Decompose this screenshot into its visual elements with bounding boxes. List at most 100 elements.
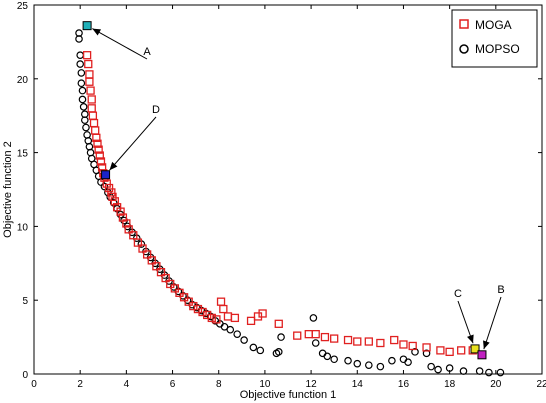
moga-point xyxy=(175,288,184,297)
moga-point xyxy=(129,231,138,240)
mopso-point xyxy=(240,336,248,344)
mopso-point xyxy=(311,339,320,347)
moga-point xyxy=(399,340,408,349)
moga-point xyxy=(133,238,143,247)
moga-point xyxy=(343,335,353,345)
moga-point xyxy=(436,346,445,355)
mopso-point xyxy=(77,79,86,88)
moga-point xyxy=(230,313,240,323)
mopso-point xyxy=(226,325,235,334)
moga-point xyxy=(207,313,216,323)
moga-point xyxy=(95,151,104,160)
y-axis-label: Objective function 2 xyxy=(2,141,14,238)
arrowhead-b xyxy=(483,340,490,350)
moga-point xyxy=(84,59,93,69)
legend: MOGA MOPSO xyxy=(451,9,538,68)
mopso-point xyxy=(233,330,242,338)
moga-point xyxy=(376,338,385,348)
x-tick-label: 8 xyxy=(216,379,222,390)
mopso-point xyxy=(330,355,338,364)
mopso-point xyxy=(220,322,229,331)
x-tick-label: 18 xyxy=(444,379,456,390)
legend-mopso-label: MOPSO xyxy=(475,42,520,56)
moga-point xyxy=(107,188,116,197)
moga-point xyxy=(353,337,362,346)
y-tick-label: 15 xyxy=(17,149,29,160)
moga-point xyxy=(88,111,98,120)
moga-point xyxy=(85,70,94,79)
arrowhead-c xyxy=(467,334,474,344)
legend-mopso-marker xyxy=(459,44,469,54)
moga-point xyxy=(258,309,267,318)
y-tick-label: 0 xyxy=(22,370,28,381)
arrowhead-a xyxy=(92,28,102,36)
mopso-point xyxy=(81,116,89,124)
moga-point xyxy=(91,126,100,135)
moga-point xyxy=(104,183,114,193)
mopso-point xyxy=(353,359,362,368)
data-markers xyxy=(75,21,505,377)
moga-point xyxy=(408,341,417,351)
mopso-point xyxy=(344,356,352,365)
x-tick-label: 10 xyxy=(259,379,271,390)
highlight-point-d xyxy=(101,170,111,180)
highlight-point-b xyxy=(477,350,487,360)
arrow-b xyxy=(483,296,502,350)
mopso-point xyxy=(249,343,258,352)
moga-point xyxy=(92,133,101,142)
mopso-point xyxy=(309,314,318,322)
mopso-point xyxy=(388,356,396,365)
mopso-point xyxy=(76,51,84,59)
moga-point xyxy=(161,273,170,283)
mopso-point xyxy=(274,348,283,356)
legend-moga-label: MOGA xyxy=(475,18,512,32)
moga-point xyxy=(170,284,180,293)
moga-point xyxy=(116,207,125,216)
mopso-point xyxy=(86,148,95,157)
mopso-point xyxy=(365,361,373,369)
legend-moga-marker xyxy=(459,19,469,29)
moga-point xyxy=(390,335,399,345)
mopso-point xyxy=(75,35,83,43)
mopso-point xyxy=(83,131,91,139)
moga-point xyxy=(320,332,330,342)
mopso-point xyxy=(256,346,265,355)
moga-point xyxy=(138,244,147,253)
x-axis-label: Objective function 1 xyxy=(240,389,337,401)
moga-point xyxy=(142,250,152,259)
annotation-label-a: A xyxy=(143,46,151,58)
moga-point xyxy=(304,329,313,339)
mopso-point xyxy=(422,349,431,358)
moga-point xyxy=(246,316,256,326)
moga-point xyxy=(108,192,117,202)
mopso-point xyxy=(485,368,493,377)
moga-point xyxy=(147,256,156,265)
mopso-point xyxy=(77,69,86,77)
moga-point xyxy=(166,279,175,289)
moga-point xyxy=(85,77,94,86)
annotations: A D C B xyxy=(82,21,505,360)
moga-point xyxy=(82,51,92,60)
x-tick-label: 0 xyxy=(31,379,37,390)
moga-point xyxy=(122,219,131,228)
mopso-point xyxy=(84,136,93,145)
moga-point xyxy=(87,95,96,104)
moga-point xyxy=(223,312,233,321)
moga-point xyxy=(96,157,106,166)
moga-point xyxy=(102,179,111,188)
moga-point xyxy=(184,297,193,306)
mopso-point xyxy=(459,367,468,375)
moga-point xyxy=(364,337,373,346)
y-tick-label: 10 xyxy=(17,222,29,233)
moga-point xyxy=(87,104,96,113)
y-tick-label: 20 xyxy=(17,75,29,86)
mopso-point xyxy=(434,365,442,374)
moga-point xyxy=(216,297,226,306)
moga-point xyxy=(93,139,102,148)
x-tick-label: 2 xyxy=(77,379,83,390)
mopso-point xyxy=(376,362,385,371)
mopso-point xyxy=(78,95,87,104)
moga-point xyxy=(156,268,166,277)
mopso-point xyxy=(79,103,88,111)
arrow-a xyxy=(92,28,148,60)
